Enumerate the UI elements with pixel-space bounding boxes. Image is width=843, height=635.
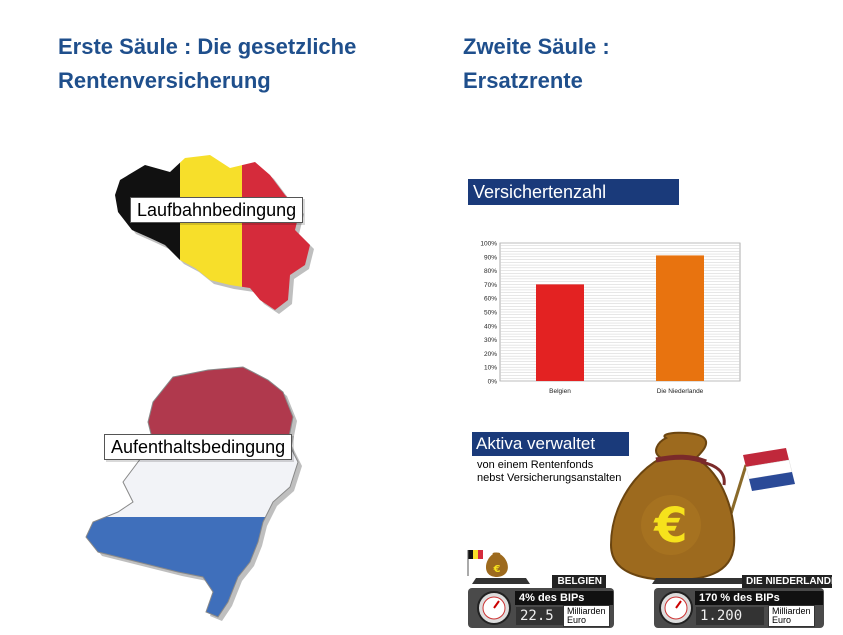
bar-1	[536, 284, 584, 381]
netherlands-scale-country: DIE NIEDERLANDE	[742, 575, 838, 588]
y-tick-label: 50%	[484, 310, 497, 317]
y-tick-label: 10%	[484, 365, 497, 372]
svg-text:€: €	[493, 564, 501, 575]
y-tick-label: 30%	[484, 337, 497, 344]
insured-rate-chart: 0% 10% 20% 30% 40% 50% 60% 70% 80% 90% 100% Belgien…	[480, 241, 741, 395]
left-heading-line2: Rentenversicherung	[58, 68, 271, 93]
assets-banner: Aktiva verwaltet	[472, 432, 629, 456]
y-tick-label: 40%	[484, 323, 497, 330]
y-tick-label: 20%	[484, 351, 497, 358]
y-tick-label: 100%	[480, 241, 497, 248]
left-heading-line1: Erste Säule : Die gesetzliche	[58, 34, 357, 59]
belgium-scale-value: 22.5	[516, 607, 564, 625]
x-tick-label: Belgien	[549, 388, 571, 395]
y-tick-label: 60%	[484, 296, 497, 303]
netherlands-condition-label: Aufenthaltsbedingung	[104, 434, 293, 460]
belgium-small-bag-icon: €	[467, 550, 508, 577]
dutch-flag-icon	[724, 448, 795, 531]
money-bag-illustration: €	[609, 431, 795, 582]
x-tick-label: Die Niederlande	[657, 388, 704, 395]
netherlands-scale-percent: 170 % des BIPs	[695, 591, 823, 605]
belgium-scale-percent: 4% des BIPs	[515, 591, 613, 605]
left-heading: Erste Säule : Die gesetzliche Rentenvers…	[58, 30, 356, 98]
assets-subtext-line2: nebst Versicherungsanstalten	[477, 472, 622, 484]
belgium-flag-map	[115, 155, 314, 314]
netherlands-scale-unit-line2: Euro	[772, 615, 792, 625]
netherlands-scale-value: 1.200	[696, 607, 764, 625]
belgium-scale-unit-line1: Milliarden	[567, 606, 606, 616]
belgium-scale-unit: Milliarden Euro	[563, 605, 610, 627]
y-tick-label: 70%	[484, 282, 497, 289]
assets-banner-text: Aktiva verwaltet	[476, 434, 596, 453]
euro-symbol-icon: €	[653, 498, 687, 554]
netherlands-scale-unit: Milliarden Euro	[768, 605, 815, 627]
belgium-scale-country: BELGIEN	[552, 575, 606, 588]
netherlands-scale-unit-line1: Milliarden	[772, 606, 811, 616]
assets-subtext-line1: von einem Rentenfonds	[477, 459, 594, 471]
right-heading-line1: Zweite Säule :	[463, 34, 610, 59]
y-tick-label: 80%	[484, 268, 497, 275]
right-heading-line2: Ersatzrente	[463, 68, 583, 93]
y-tick-label: 90%	[484, 254, 497, 261]
belgium-scale-unit-line2: Euro	[567, 615, 587, 625]
belgium-condition-label: Laufbahnbedingung	[130, 197, 304, 223]
chart-banner-text: Versichertenzahl	[473, 182, 607, 202]
bar-2	[656, 255, 704, 381]
y-tick-label: 0%	[488, 379, 498, 386]
right-heading: Zweite Säule : Ersatzrente	[463, 30, 610, 98]
netherlands-flag-map	[85, 366, 302, 621]
chart-banner: Versichertenzahl	[468, 179, 679, 205]
